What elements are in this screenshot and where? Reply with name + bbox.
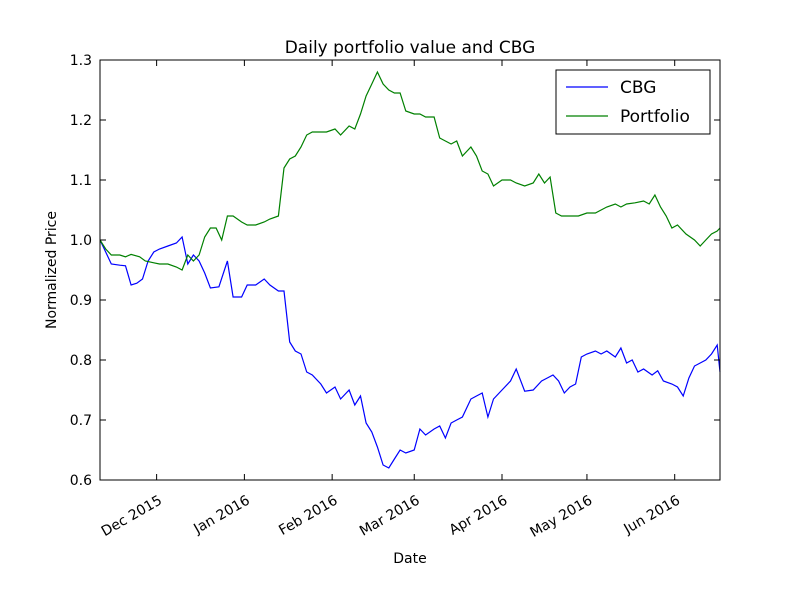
y-axis: 0.6 0.7 0.8 0.9 1.0 1.1 1.2 1.3 [70,53,720,489]
y-axis-label: Normalized Price [44,211,60,329]
y-tick-label: 1.3 [70,53,92,69]
plot-area [99,70,721,469]
y-tick-label: 1.0 [70,233,92,249]
y-tick-label: 1.2 [70,113,92,129]
plot-frame [99,59,721,481]
y-tick-label: 0.7 [70,413,92,429]
legend-label-cbg: CBG [620,78,656,98]
series-line-cbg [99,235,721,469]
y-tick-label: 0.9 [70,293,92,309]
x-axis-label: Date [393,551,426,567]
y-tick-label: 1.1 [70,173,92,189]
series-line-portfolio [99,70,721,271]
legend: CBG Portfolio [555,69,711,135]
legend-box [555,69,711,135]
y-tick-label: 0.6 [70,473,92,489]
legend-label-portfolio: Portfolio [620,107,690,127]
y-tick-label: 0.8 [70,353,92,369]
chart-title: Daily portfolio value and CBG [285,38,536,58]
